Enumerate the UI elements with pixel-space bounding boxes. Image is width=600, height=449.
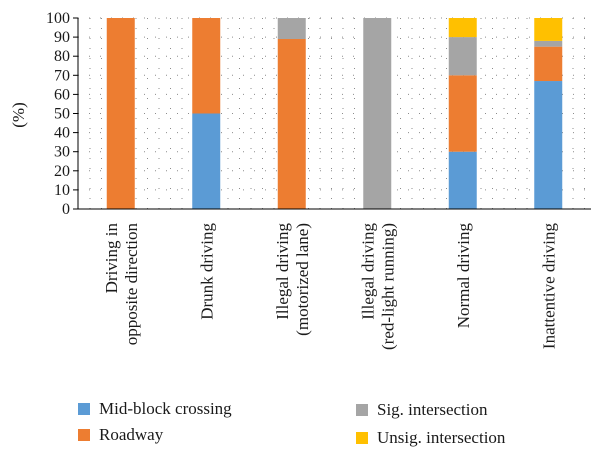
x-category-label: (red-light running) [378, 223, 397, 350]
x-category-label: opposite direction [122, 223, 141, 346]
bar-segment [106, 18, 135, 209]
bar-segment [192, 18, 221, 114]
y-tick-label: 80 [54, 48, 70, 65]
bar-segment [192, 113, 221, 209]
x-category-labels: Driving in opposite direction Drunk drivin… [102, 223, 559, 350]
bar-segment [363, 18, 392, 209]
chart-bars [106, 18, 563, 210]
y-tick-label: 40 [54, 125, 70, 142]
bar-segment [448, 151, 477, 209]
bar-segment [448, 18, 477, 38]
x-category-label: (motorized lane) [293, 223, 312, 336]
y-tick-labels: 0 10 20 30 40 50 60 70 80 90 100 [46, 10, 70, 218]
x-category-label: Drunk driving [197, 223, 216, 320]
x-category-label: Illegal driving [273, 223, 292, 320]
bar-segment [534, 46, 563, 82]
y-tick-label: 30 [54, 144, 70, 161]
y-tick-label: 90 [54, 29, 70, 46]
y-tick-label: 60 [54, 86, 70, 103]
y-tick-label: 20 [54, 163, 70, 180]
bar-segment [448, 75, 477, 152]
x-category-label: Normal driving [454, 223, 473, 329]
bar-segment [448, 37, 477, 76]
y-tick-label: 0 [62, 201, 70, 218]
y-tick-label: 70 [54, 67, 70, 84]
y-axis-label: (%) [9, 102, 28, 127]
bar-segment [534, 18, 563, 41]
x-category-label: Inattentive driving [539, 223, 558, 350]
y-tick-label: 100 [46, 10, 70, 27]
y-tick-label: 50 [54, 106, 70, 123]
bar-segment [534, 81, 563, 209]
bar-segment [277, 39, 306, 210]
chart-axes [73, 17, 591, 210]
y-tick-label: 10 [54, 182, 70, 199]
chart-grid [78, 17, 591, 209]
bar-segment [534, 40, 563, 47]
bar-segment [277, 18, 306, 40]
x-category-label: Driving in [102, 223, 121, 294]
x-category-label: Illegal driving [358, 223, 377, 320]
